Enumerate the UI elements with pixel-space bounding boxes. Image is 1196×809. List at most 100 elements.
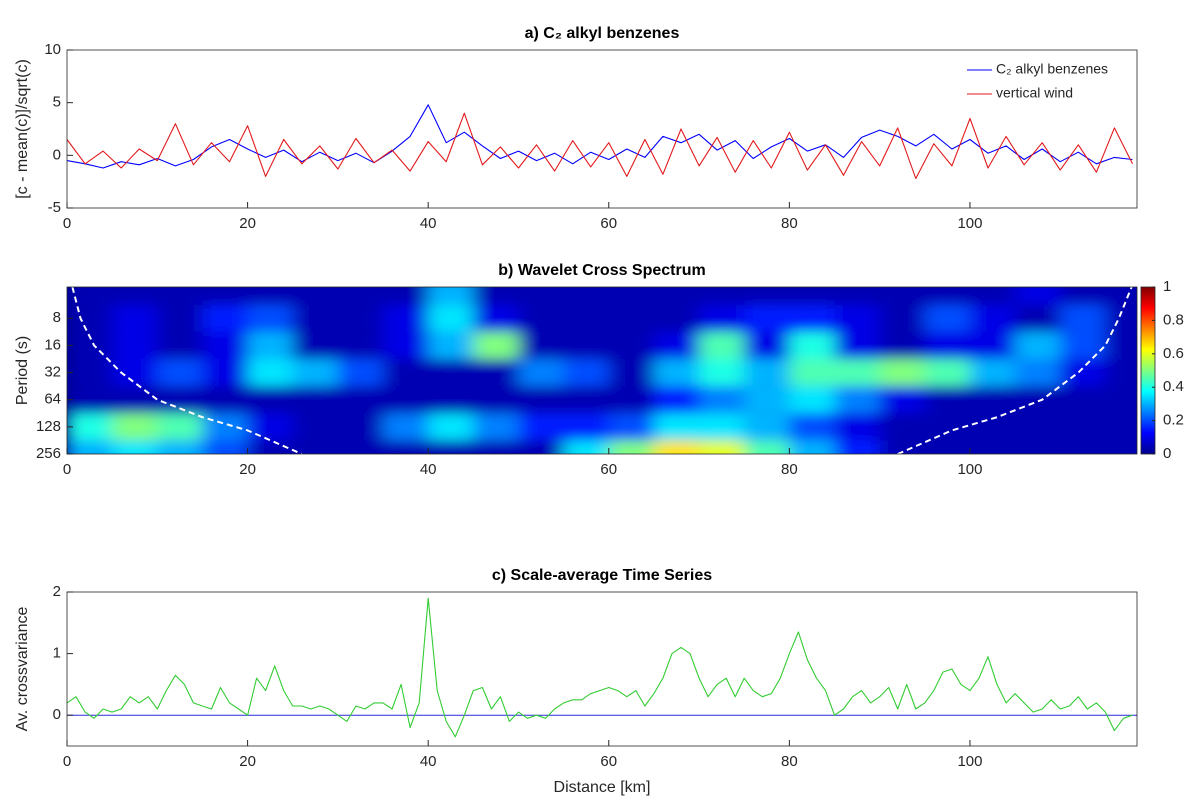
heatmap-cell — [563, 304, 609, 332]
heatmap-cell — [924, 304, 970, 332]
x-tick-label: 20 — [239, 461, 256, 478]
heatmap-cell — [924, 386, 970, 414]
heatmap-cell — [789, 358, 835, 387]
heatmap-cell — [653, 331, 700, 359]
y-tick-label: 10 — [44, 41, 61, 58]
heatmap-cell — [1105, 331, 1137, 359]
heatmap-cell — [744, 304, 790, 332]
heatmap-cell — [1060, 440, 1106, 454]
heatmap-cell — [924, 331, 970, 359]
heatmap-cell — [563, 287, 609, 305]
colorbar — [1140, 286, 1156, 455]
heatmap-cell — [247, 287, 293, 305]
heatmap-cell — [383, 304, 429, 332]
heatmap-cell — [292, 440, 338, 454]
y-tick-label: 16 — [44, 336, 61, 353]
x-tick-label: 80 — [781, 753, 798, 770]
heatmap-cell — [473, 287, 519, 305]
heatmap-cell — [834, 287, 880, 305]
heatmap-cell — [879, 358, 925, 387]
heatmap-cell — [292, 386, 338, 414]
heatmap-cell — [247, 358, 293, 387]
x-tick-label: 0 — [63, 753, 71, 770]
heatmap-cell — [473, 413, 519, 441]
heatmap-cell — [383, 440, 429, 454]
heatmap-cell — [1060, 331, 1106, 359]
x-tick-label: 80 — [781, 215, 798, 232]
heatmap-cell — [653, 413, 700, 441]
heatmap-cell — [608, 413, 654, 441]
heatmap-cell — [699, 413, 745, 441]
heatmap-cell — [653, 358, 700, 387]
heatmap-cell — [337, 386, 384, 414]
heatmap-cell — [157, 331, 203, 359]
heatmap-cell — [473, 386, 519, 414]
heatmap-cell — [67, 287, 113, 305]
heatmap-cell — [608, 331, 654, 359]
y-tick-label: 0 — [53, 706, 61, 723]
heatmap-cell — [744, 331, 790, 359]
heatmap-cell — [247, 440, 293, 454]
x-tick-label: 20 — [239, 215, 256, 232]
heatmap-cell — [292, 331, 338, 359]
x-tick-label: 60 — [600, 753, 617, 770]
x-tick-label: 0 — [63, 461, 71, 478]
heatmap-cell — [699, 358, 745, 387]
heatmap-cell — [969, 440, 1016, 454]
panel-title: b) Wavelet Cross Spectrum — [498, 262, 705, 279]
heatmap-cell — [112, 386, 158, 414]
heatmap-cell — [1015, 358, 1061, 387]
heatmap-cell — [969, 331, 1016, 359]
heatmap-cell — [473, 331, 519, 359]
colorbar-tick-label: 0.6 — [1163, 345, 1184, 362]
colorbar-tick-label: 0.2 — [1163, 412, 1184, 429]
heatmap-cell — [112, 440, 158, 454]
heatmap-cell — [879, 304, 925, 332]
x-tick-label: 0 — [63, 215, 71, 232]
heatmap-cell — [202, 386, 248, 414]
heatmap-cell — [157, 287, 203, 305]
heatmap-cell — [67, 386, 113, 414]
legend-label: C₂ alkyl benzenes — [996, 61, 1108, 77]
heatmap-cell — [518, 386, 564, 414]
y-tick-label: 256 — [36, 445, 61, 462]
colorbar-tick-label: 1 — [1163, 278, 1171, 295]
heatmap-cell — [202, 358, 248, 387]
heatmap-cell — [563, 413, 609, 441]
x-tick-label: 100 — [957, 753, 982, 770]
series-line — [66, 597, 1133, 738]
heatmap-cell — [744, 440, 790, 454]
y-tick-label: 8 — [53, 309, 61, 326]
heatmap-cell — [428, 386, 474, 414]
heatmap-cell — [112, 304, 158, 332]
heatmap-cell — [383, 413, 429, 441]
heatmap-blur — [67, 287, 1137, 454]
heatmap-cell — [563, 331, 609, 359]
cone-of-influence — [71, 287, 1133, 454]
legend-label: vertical wind — [996, 85, 1073, 101]
heatmap-cell — [383, 358, 429, 387]
heatmap-cell — [834, 304, 880, 332]
heatmap-cell — [1015, 440, 1061, 454]
heatmap-cell — [744, 287, 790, 305]
heatmap-cell — [608, 287, 654, 305]
heatmap-cell — [337, 304, 384, 332]
x-tick-label: 20 — [239, 753, 256, 770]
heatmap-cell — [157, 440, 203, 454]
x-tick-label: 40 — [420, 753, 437, 770]
y-tick-label: -5 — [48, 199, 61, 216]
x-tick-label: 40 — [420, 461, 437, 478]
heatmap-cell — [879, 413, 925, 441]
axes-box — [66, 49, 1138, 209]
heatmap-cell — [969, 287, 1016, 305]
panel-title: c) Scale-average Time Series — [492, 567, 712, 584]
heatmap-cell — [563, 358, 609, 387]
y-axis-label: Av. crossvariance — [14, 607, 31, 732]
heatmap-cell — [202, 413, 248, 441]
panel: 0 0.2 0.4 0.6 0.8 1 0 20 40 60 80 100 8 16 32 64 128 256 b… — [14, 262, 1184, 478]
heatmap-cell — [879, 440, 925, 454]
heatmap-cell — [653, 287, 700, 305]
y-tick-label: 2 — [53, 583, 61, 600]
heatmap-cell — [879, 386, 925, 414]
